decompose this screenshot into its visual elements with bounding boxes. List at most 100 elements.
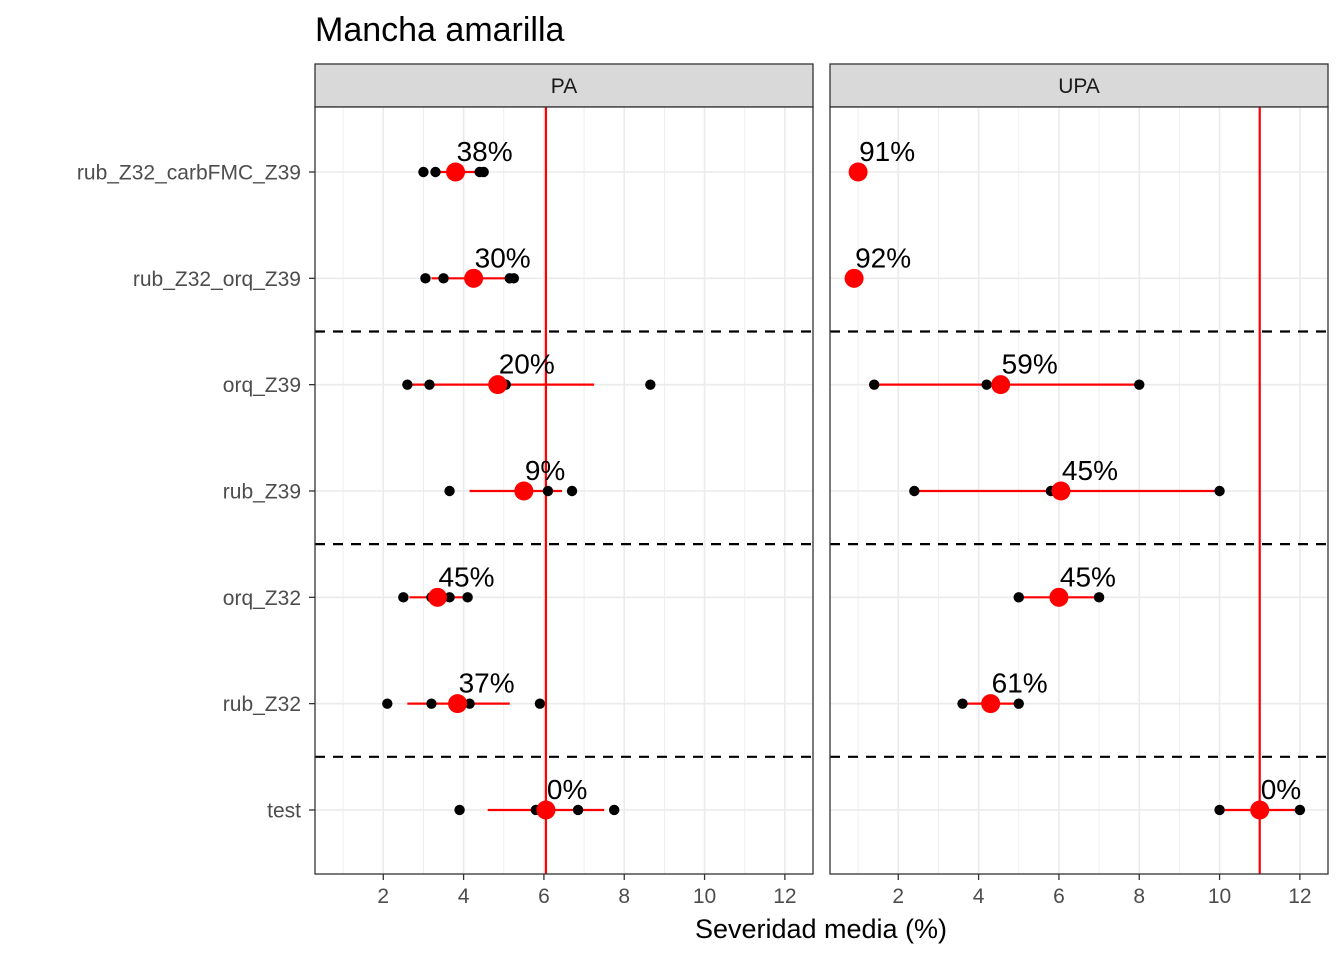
row-rub_Z32: 61% bbox=[957, 668, 1048, 714]
observation-point bbox=[1214, 485, 1225, 497]
percent-label: 45% bbox=[438, 561, 494, 592]
percent-label: 37% bbox=[459, 668, 515, 699]
mean-point bbox=[1051, 481, 1071, 501]
observation-point bbox=[402, 379, 413, 390]
observation-point bbox=[1134, 379, 1145, 390]
observation-point bbox=[957, 698, 968, 709]
observation-point bbox=[454, 804, 465, 816]
x-tick-label: 12 bbox=[773, 885, 796, 908]
x-tick-label: 6 bbox=[538, 885, 550, 908]
observation-point bbox=[542, 485, 554, 497]
row-orq_Z39: 20% bbox=[402, 349, 656, 395]
mean-point bbox=[1049, 587, 1069, 607]
row-rub_Z32_carbFMC_Z39: 91% bbox=[848, 136, 915, 182]
x-tick-label: 8 bbox=[1133, 885, 1145, 908]
percent-label: 0% bbox=[1261, 774, 1301, 805]
percent-label: 45% bbox=[1062, 455, 1118, 486]
y-tick-label: test bbox=[267, 799, 301, 822]
observation-point bbox=[426, 698, 437, 709]
observation-point bbox=[1214, 804, 1225, 816]
row-test: 0% bbox=[1214, 774, 1306, 820]
x-tick-label: 2 bbox=[377, 885, 389, 908]
mean-point bbox=[991, 375, 1011, 395]
observation-point bbox=[534, 698, 546, 709]
x-tick-label: 2 bbox=[892, 885, 904, 908]
facet-strip-label: UPA bbox=[1058, 75, 1100, 98]
row-rub_Z32_carbFMC_Z39: 38% bbox=[418, 136, 513, 182]
row-test: 0% bbox=[454, 774, 620, 820]
row-orq_Z32: 45% bbox=[1013, 561, 1116, 607]
x-tick-label: 10 bbox=[1208, 885, 1231, 908]
mean-point bbox=[446, 162, 466, 182]
observation-point bbox=[444, 485, 455, 497]
observation-point bbox=[438, 273, 449, 284]
x-tick-label: 4 bbox=[973, 885, 985, 908]
observation-point bbox=[508, 273, 519, 284]
observation-point bbox=[868, 379, 880, 390]
mean-point bbox=[464, 268, 484, 288]
observation-point bbox=[1294, 804, 1306, 816]
x-axis-label: Severidad media (%) bbox=[695, 914, 947, 944]
observation-point bbox=[1093, 592, 1105, 603]
percent-label: 92% bbox=[855, 242, 911, 273]
percent-label: 38% bbox=[457, 136, 513, 167]
chart-title: Mancha amarilla bbox=[315, 11, 565, 49]
observation-point bbox=[382, 698, 393, 709]
x-tick-label: 4 bbox=[458, 885, 470, 908]
y-axis: rub_Z32_carbFMC_Z39 rub_Z32_orq_Z39 orq_Z3… bbox=[77, 162, 315, 822]
facet-strip-label: PA bbox=[551, 75, 577, 98]
mean-point bbox=[514, 481, 534, 501]
observation-point bbox=[418, 166, 429, 178]
x-tick-label: 8 bbox=[618, 885, 630, 908]
observation-point bbox=[424, 379, 435, 390]
y-tick-label: orq_Z39 bbox=[223, 374, 301, 397]
percent-label: 30% bbox=[475, 242, 531, 273]
percent-label: 45% bbox=[1060, 561, 1116, 592]
percent-label: 9% bbox=[525, 455, 565, 486]
percent-label: 91% bbox=[859, 136, 915, 167]
y-tick-label: rub_Z32_carbFMC_Z39 bbox=[77, 162, 301, 185]
percent-label: 59% bbox=[1002, 349, 1058, 380]
percent-label: 61% bbox=[992, 668, 1048, 699]
percent-label: 0% bbox=[547, 774, 587, 805]
y-tick-label: rub_Z39 bbox=[223, 480, 301, 503]
mean-point bbox=[536, 800, 556, 820]
mean-point bbox=[427, 587, 447, 607]
observation-point bbox=[462, 592, 473, 603]
x-tick-label: 10 bbox=[693, 885, 716, 908]
mean-point bbox=[844, 268, 864, 288]
row-rub_Z32_orq_Z39: 30% bbox=[420, 242, 531, 288]
observation-point bbox=[1013, 592, 1024, 603]
row-orq_Z32: 45% bbox=[398, 561, 495, 607]
percent-label: 20% bbox=[499, 349, 555, 380]
observation-point bbox=[398, 592, 409, 603]
facet-strip bbox=[829, 63, 1329, 108]
row-rub_Z32_orq_Z39: 92% bbox=[844, 242, 911, 288]
observation-point bbox=[430, 166, 441, 178]
row-rub_Z39: 9% bbox=[444, 455, 578, 501]
x-tick-label: 12 bbox=[1288, 885, 1311, 908]
row-orq_Z39: 59% bbox=[868, 349, 1145, 395]
y-tick-label: rub_Z32_orq_Z39 bbox=[133, 268, 301, 291]
observation-point bbox=[444, 592, 455, 603]
observation-point bbox=[572, 804, 584, 816]
observation-point bbox=[566, 485, 578, 497]
row-rub_Z39: 45% bbox=[909, 455, 1225, 501]
y-tick-label: orq_Z32 bbox=[223, 587, 301, 610]
panel-upa: UPA 91% 92% 59% 45% 45% 61% 0% 2 4 6 8 10 12 bbox=[829, 63, 1329, 908]
mean-point bbox=[981, 694, 1001, 714]
mean-point bbox=[488, 375, 508, 395]
row-rub_Z32: 37% bbox=[382, 668, 546, 714]
facet-strip bbox=[314, 63, 814, 108]
mean-point bbox=[448, 694, 468, 714]
observation-point bbox=[420, 273, 431, 284]
observation-point bbox=[464, 698, 475, 709]
observation-point bbox=[909, 485, 920, 497]
observation-point bbox=[478, 166, 489, 178]
observation-point bbox=[645, 379, 656, 390]
panel-border bbox=[829, 106, 1329, 875]
mean-point bbox=[848, 162, 868, 182]
panel-pa: PA 38% 30% 20% 9% 45% 37% 0% 2 4 6 8 10 12 bbox=[314, 63, 814, 908]
